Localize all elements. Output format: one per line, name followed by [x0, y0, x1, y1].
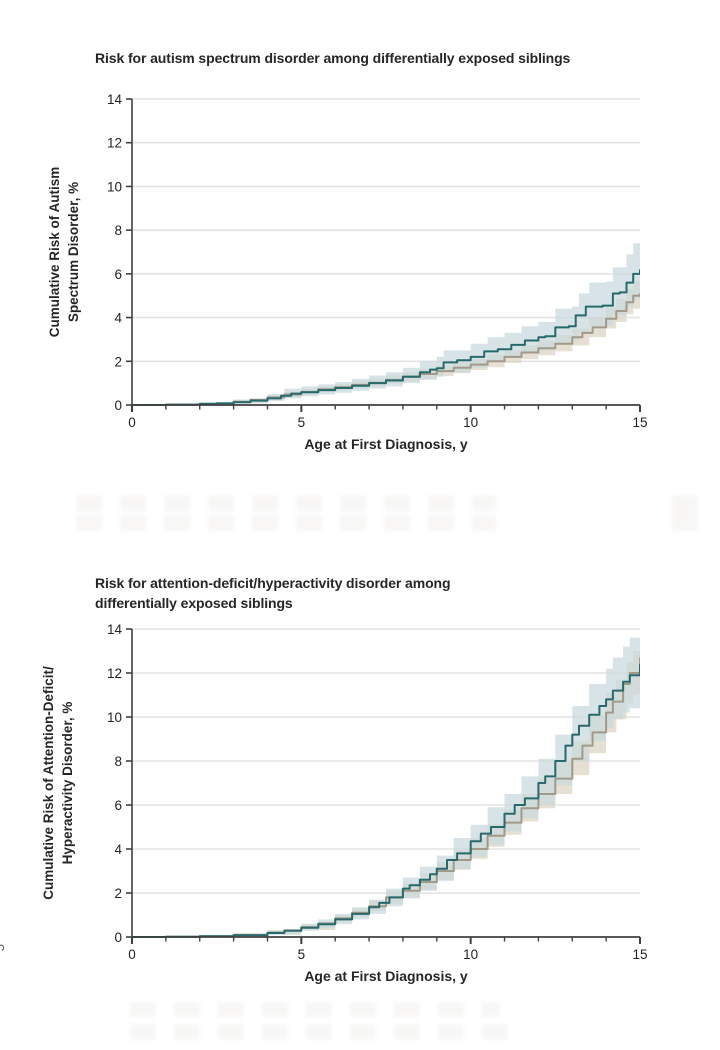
- x-tick-label: 15: [632, 947, 647, 962]
- y-tick-label: 10: [107, 179, 122, 194]
- left-edge-partial-text: 5: [0, 943, 8, 952]
- ghost-table-artifact: [76, 515, 496, 531]
- x-tick-label: 0: [128, 947, 136, 962]
- y-tick-label: 12: [107, 666, 122, 681]
- adhd-plot: 0 2 4 6 8 10 12 14 0 5 10 15: [107, 622, 648, 962]
- x-tick-label: 10: [463, 415, 478, 430]
- y-tick-label: 2: [114, 886, 122, 901]
- asd-plot: 0 2 4 6 8 10 12 14 0 5 10 15: [107, 92, 648, 430]
- ghost-table-artifact: [130, 1024, 520, 1040]
- y-tick-label: 0: [114, 398, 122, 413]
- x-tick-label: 5: [298, 947, 306, 962]
- y-tick-label: 10: [107, 710, 122, 725]
- y-tick-label: 4: [114, 842, 122, 857]
- ghost-table-artifact: [130, 1002, 500, 1017]
- x-tick-label: 10: [463, 947, 478, 962]
- y-tick-label: 6: [114, 267, 122, 282]
- y-tick-label: 8: [114, 754, 122, 769]
- adhd-chart-title-line1: Risk for attention-deficit/hyperactivity…: [95, 575, 451, 591]
- asd-chart-title: Risk for autism spectrum disorder among …: [95, 48, 570, 68]
- y-tick-label: 8: [114, 223, 122, 238]
- adhd-chart-title: Risk for attention-deficit/hyperactivity…: [95, 573, 451, 613]
- adhd-x-axis-title: Age at First Diagnosis, y: [304, 968, 468, 984]
- ci-band-teal: [132, 628, 640, 937]
- x-tick-label: 5: [298, 415, 306, 430]
- x-tick-label: 15: [632, 415, 647, 430]
- asd-x-axis-title: Age at First Diagnosis, y: [304, 436, 468, 452]
- adhd-chart-title-line2: differentially exposed siblings: [95, 595, 293, 611]
- y-tick-label: 6: [114, 798, 122, 813]
- y-tick-label: 14: [107, 622, 123, 637]
- asd-chart-title-line1: Risk for autism spectrum disorder among …: [95, 50, 571, 66]
- ghost-table-artifact: [76, 495, 496, 512]
- y-tick-label: 4: [114, 311, 122, 326]
- y-tick-label: 0: [114, 930, 122, 945]
- risk-curve-teal: [132, 269, 640, 406]
- x-tick-label: 0: [128, 415, 136, 430]
- risk-curve-teal: [132, 664, 640, 938]
- ghost-table-artifact: [672, 495, 706, 531]
- y-tick-label: 12: [107, 136, 122, 151]
- y-tick-label: 2: [114, 354, 122, 369]
- y-tick-label: 14: [107, 92, 123, 107]
